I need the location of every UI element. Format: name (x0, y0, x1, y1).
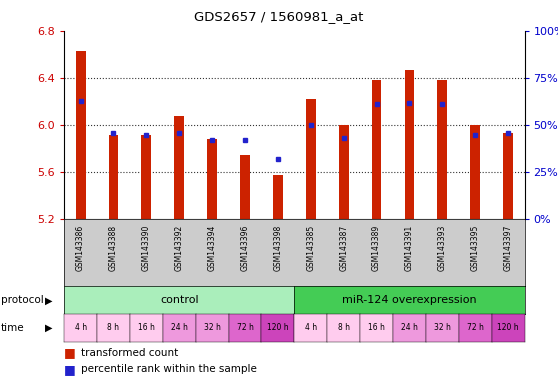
Text: transformed count: transformed count (81, 348, 178, 358)
Text: time: time (1, 323, 24, 333)
Text: ▶: ▶ (45, 295, 53, 305)
Bar (76, 51, 85, 219)
Text: GSM143390: GSM143390 (142, 225, 151, 271)
Text: GSM143385: GSM143385 (306, 225, 315, 271)
Text: control: control (160, 295, 199, 305)
Bar (174, 116, 184, 219)
Text: GSM143393: GSM143393 (438, 225, 447, 271)
Text: 120 h: 120 h (497, 323, 519, 333)
Bar (207, 139, 217, 219)
Text: 8 h: 8 h (338, 323, 350, 333)
Text: GSM143394: GSM143394 (208, 225, 217, 271)
Bar (503, 133, 513, 219)
Bar (141, 135, 151, 219)
Text: 32 h: 32 h (204, 323, 220, 333)
Bar (372, 81, 382, 219)
Bar (306, 99, 316, 219)
Text: 16 h: 16 h (138, 323, 155, 333)
Text: GSM143397: GSM143397 (503, 225, 513, 271)
Text: GSM143388: GSM143388 (109, 225, 118, 271)
Text: 8 h: 8 h (108, 323, 119, 333)
Bar (437, 81, 448, 219)
Bar (470, 125, 480, 219)
Text: ■: ■ (64, 363, 76, 376)
Text: 4 h: 4 h (305, 323, 317, 333)
Bar (405, 70, 415, 219)
Text: ▶: ▶ (45, 323, 53, 333)
Text: GSM143392: GSM143392 (175, 225, 184, 271)
Text: ■: ■ (64, 346, 76, 359)
Text: 72 h: 72 h (237, 323, 253, 333)
Text: 32 h: 32 h (434, 323, 451, 333)
Text: 4 h: 4 h (75, 323, 86, 333)
Text: 16 h: 16 h (368, 323, 385, 333)
Bar (109, 135, 118, 219)
Text: 24 h: 24 h (171, 323, 187, 333)
Text: 120 h: 120 h (267, 323, 288, 333)
Text: protocol: protocol (1, 295, 44, 305)
Text: 24 h: 24 h (401, 323, 418, 333)
Text: GSM143387: GSM143387 (339, 225, 348, 271)
Bar (339, 125, 349, 219)
Text: GDS2657 / 1560981_a_at: GDS2657 / 1560981_a_at (194, 10, 364, 23)
Bar (273, 175, 283, 219)
Text: GSM143386: GSM143386 (76, 225, 85, 271)
Bar (240, 155, 250, 219)
Text: GSM143391: GSM143391 (405, 225, 414, 271)
Text: percentile rank within the sample: percentile rank within the sample (81, 364, 257, 374)
Text: miR-124 overexpression: miR-124 overexpression (342, 295, 477, 305)
Text: GSM143389: GSM143389 (372, 225, 381, 271)
Text: GSM143396: GSM143396 (240, 225, 249, 271)
Text: GSM143395: GSM143395 (471, 225, 480, 271)
Text: GSM143398: GSM143398 (273, 225, 282, 271)
Text: 72 h: 72 h (466, 323, 484, 333)
